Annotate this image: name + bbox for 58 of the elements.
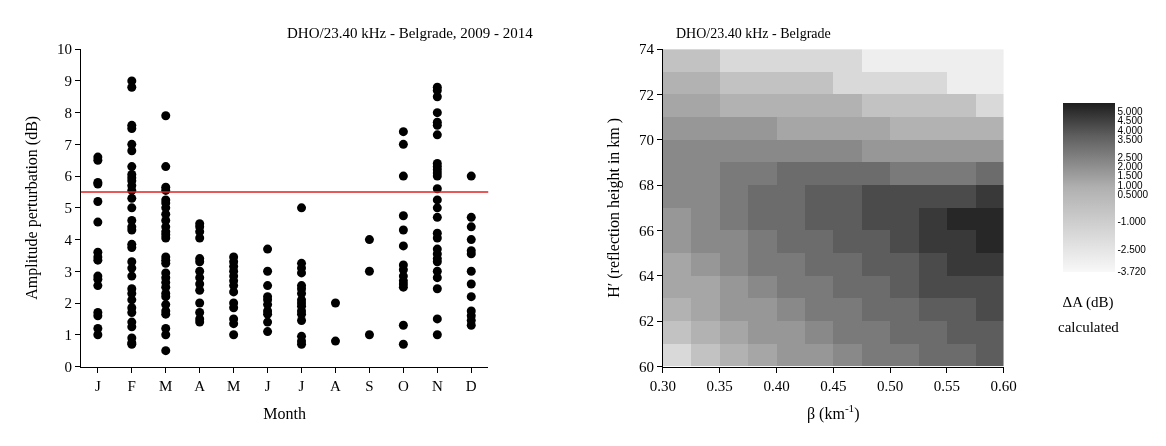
y-tick-label: 5	[64, 200, 72, 217]
y-tick-label: 8	[64, 104, 72, 121]
color-bar-label: 4.500	[1117, 115, 1143, 127]
y-tick-label: 60	[638, 358, 654, 375]
y-tick-label: 72	[638, 86, 654, 103]
y-axis-title: H′ (reflection height in km )	[604, 117, 623, 298]
chart-title: DHO/23.40 kHz - Belgrade, 2009 - 2014	[287, 25, 534, 41]
x-tick-label: N	[431, 377, 443, 394]
y-tick-label: 74	[638, 41, 655, 58]
color-bar-label: 1.500	[1117, 170, 1143, 182]
x-tick-label: M	[159, 377, 173, 394]
chart-title: DHO/23.40 kHz - Belgrade	[676, 26, 831, 41]
y-tick-label: 62	[638, 313, 654, 330]
x-axis-title: β (km$^{-1}$)	[806, 402, 860, 424]
x-tick-label: F	[127, 377, 136, 394]
color-bar-label: 3.500	[1117, 133, 1143, 145]
y-tick-label: 10	[56, 41, 72, 58]
x-tick-label: 0.40	[763, 377, 790, 394]
x-tick-label: J	[264, 377, 271, 394]
x-tick-label: 0.45	[820, 377, 847, 394]
color-bar-label: -3.720	[1117, 266, 1147, 278]
x-tick-label: 0.60	[990, 377, 1017, 394]
color-bar-label: 5.000	[1117, 106, 1143, 118]
color-bar-label: 2.000	[1117, 161, 1143, 173]
x-tick-label: 0.55	[933, 377, 960, 394]
x-axis-title: Month	[263, 405, 306, 423]
x-tick-label: 0.35	[706, 377, 733, 394]
text: calculated	[1058, 319, 1120, 335]
y-tick-label: 70	[638, 132, 654, 149]
y-tick-label: 2	[64, 295, 72, 312]
color-bar-label: -1.000	[1117, 216, 1147, 228]
x-tick-label: 0.30	[649, 377, 677, 394]
y-tick-label: 9	[64, 73, 72, 90]
color-bar-label: 1.000	[1117, 179, 1143, 191]
x-tick-label: A	[194, 377, 206, 394]
y-tick-label: 68	[638, 177, 654, 194]
x-tick-label: S	[365, 377, 374, 394]
y-tick-label: 64	[638, 268, 655, 285]
y-tick-label: 6	[64, 168, 73, 185]
x-tick-label: 0.50	[876, 377, 904, 394]
color-bar-label: 4.000	[1117, 124, 1143, 136]
y-tick-label: 0	[64, 358, 72, 375]
x-tick-label: D	[465, 377, 477, 394]
x-tick-label: M	[226, 377, 241, 394]
y-tick-label: 66	[638, 222, 655, 239]
x-tick-label: J	[94, 377, 101, 394]
y-tick-label: 3	[64, 263, 72, 280]
x-tick-label: O	[397, 377, 409, 394]
y-axis-title: Amplitude perturbation (dB)	[22, 115, 41, 300]
x-tick-label: J	[298, 377, 305, 394]
color-bar-title: ΔA (dB)	[1062, 293, 1114, 311]
y-tick-label: 7	[64, 136, 73, 153]
color-bar-label: 2.500	[1117, 152, 1143, 164]
color-bar-label: 0.5000	[1117, 188, 1149, 200]
color-bar-label: -2.500	[1117, 243, 1147, 255]
y-tick-label: 4	[64, 231, 73, 248]
x-tick-label: A	[330, 377, 342, 394]
y-tick-label: 1	[64, 327, 72, 344]
